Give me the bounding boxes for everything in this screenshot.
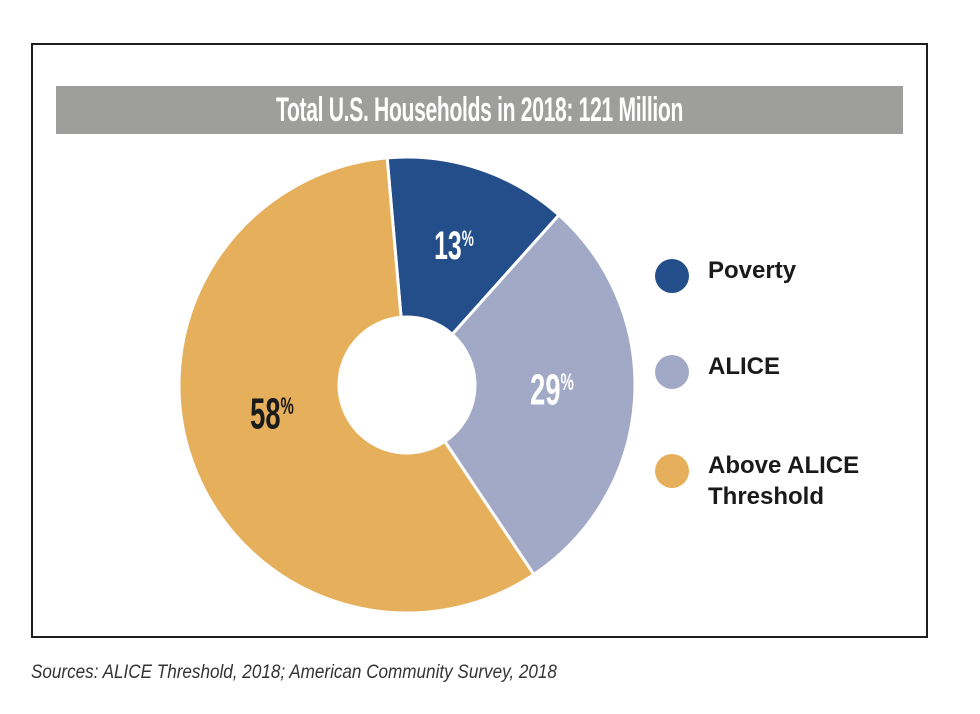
legend-swatch-above-alice (655, 454, 689, 488)
slice-label-alice: 29% (530, 365, 574, 414)
slices-group (177, 155, 637, 615)
title-bar: Total U.S. Households in 2018: 121 Milli… (56, 86, 903, 134)
legend-label-above-alice: Above ALICE Threshold (708, 452, 860, 510)
legend-swatch-alice (655, 355, 689, 389)
labels-group: 13% 29% 58% (250, 224, 574, 438)
chart-title: Total U.S. Households in 2018: 121 Milli… (275, 90, 684, 129)
legend-item-above-alice: Above ALICE Threshold (655, 450, 898, 512)
legend-item-alice: ALICE (655, 351, 898, 389)
source-note: Sources: ALICE Threshold, 2018; American… (31, 662, 557, 683)
legend-label-poverty: Poverty (708, 257, 797, 284)
legend-swatch-poverty (655, 259, 689, 293)
slice-label-above-alice: 58% (250, 389, 294, 438)
legend-item-poverty: Poverty (655, 255, 898, 293)
legend-label-alice: ALICE (708, 353, 780, 380)
slice-label-poverty: 13% (434, 224, 474, 268)
donut-hole (339, 317, 475, 453)
